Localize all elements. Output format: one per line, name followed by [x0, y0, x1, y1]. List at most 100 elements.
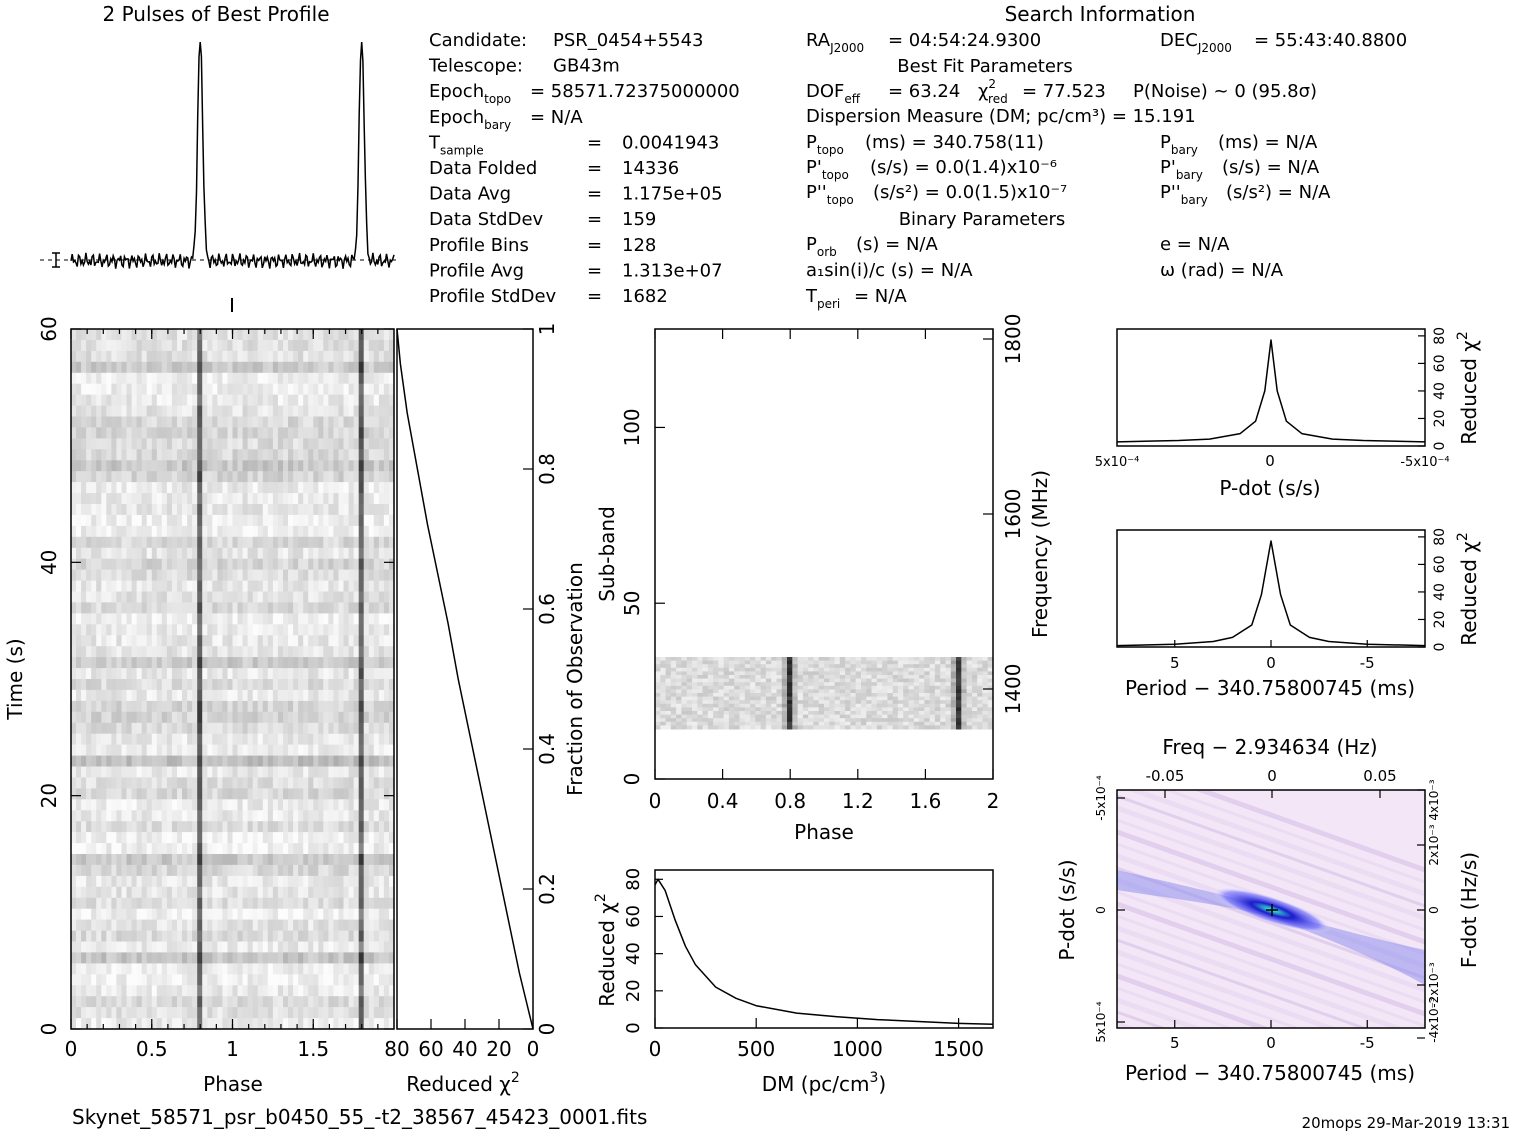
tp-cell	[368, 897, 375, 910]
tp-cell	[262, 547, 269, 560]
tp-cell	[308, 339, 314, 352]
tp-cell	[121, 657, 127, 669]
tp-cell	[207, 854, 213, 866]
sb-cell	[982, 667, 989, 672]
tp-cell	[308, 843, 314, 855]
tp-cell	[348, 471, 355, 483]
tp-cell	[202, 525, 208, 538]
info-label-9: Profile Avg	[429, 260, 524, 281]
tp-cell	[358, 416, 365, 428]
tp-cell	[222, 372, 228, 385]
tp-cell	[378, 700, 385, 713]
tp-cell	[146, 547, 153, 560]
tp-cell	[192, 766, 198, 778]
tp-cell	[383, 700, 390, 713]
sb-cell	[876, 693, 883, 698]
tp-cell	[177, 733, 183, 746]
tp-cell	[313, 919, 319, 931]
sb-cell	[861, 689, 867, 694]
tp-cell	[171, 974, 178, 986]
tp-cell	[116, 810, 122, 822]
tp-cell	[247, 875, 254, 888]
tp-cell	[156, 919, 163, 931]
tp-cell	[298, 996, 304, 1008]
tp-cell	[166, 635, 173, 647]
tp-cell	[71, 438, 77, 450]
tp-cell	[237, 657, 243, 669]
tp-cell	[171, 525, 178, 538]
tp-cell	[227, 657, 233, 669]
tp-cell	[171, 493, 178, 505]
tp-cell	[156, 416, 163, 428]
tp-cell	[277, 547, 284, 560]
tp-cell	[151, 329, 158, 341]
tp-cell	[262, 864, 269, 877]
tp-cell	[166, 613, 173, 625]
tp-cell	[161, 482, 168, 494]
tp-cell	[313, 689, 319, 702]
tp-cell	[389, 394, 395, 406]
tp-cell	[156, 580, 163, 592]
sb-cell	[792, 667, 799, 672]
sb-cell	[713, 678, 719, 683]
tp-cell	[257, 383, 264, 396]
tp-cell	[217, 580, 223, 592]
sb-cell	[802, 667, 809, 672]
sb-cell	[929, 682, 936, 687]
sb-cell	[834, 682, 841, 687]
tp-cell	[267, 744, 274, 756]
tp-cell	[192, 569, 198, 581]
tp-cell	[283, 405, 289, 417]
tp-cell	[272, 536, 279, 549]
sb-cell	[892, 682, 899, 687]
tp-cell	[363, 405, 370, 417]
tp-cell	[126, 810, 132, 822]
tp-cell	[227, 613, 233, 625]
tp-cell	[283, 919, 289, 931]
tp-cell	[348, 854, 355, 866]
tp-cell	[146, 635, 153, 647]
sb-cell	[718, 700, 725, 705]
tp-cell	[177, 821, 183, 833]
sb-cell	[913, 696, 920, 701]
tp-cell	[373, 449, 380, 461]
tp-cell	[333, 711, 339, 724]
tp-cell	[76, 329, 82, 341]
sb-cell	[734, 671, 740, 676]
tp-cell	[212, 952, 218, 964]
sb-cell	[797, 678, 804, 683]
tp-cell	[318, 766, 324, 778]
porb-label: Porb	[806, 234, 837, 259]
tp-cell	[106, 339, 112, 352]
sb-cell	[876, 664, 883, 669]
tp-cell	[283, 536, 289, 549]
sb-cell	[824, 664, 830, 669]
tp-cell	[277, 700, 284, 713]
tp-cell	[252, 996, 259, 1008]
tp-cell	[277, 646, 284, 658]
tp-cell	[217, 854, 223, 866]
sb-cell	[681, 689, 688, 694]
sb-cell	[987, 660, 994, 665]
tp-cell	[131, 864, 138, 877]
tp-cell	[333, 646, 339, 658]
time-phase-ylabel: Time (s)	[3, 638, 27, 720]
tp-cell	[86, 843, 92, 855]
tp-cell	[267, 383, 274, 396]
tp-cell	[378, 416, 385, 428]
tp-cell	[303, 471, 309, 483]
tp-cell	[111, 766, 117, 778]
tp-cell	[192, 646, 198, 658]
tp-cell	[192, 777, 198, 789]
tp-cell	[106, 974, 112, 986]
sb-cell	[919, 675, 925, 680]
tp-cell	[242, 438, 249, 450]
sb-cell	[818, 696, 825, 701]
sb-cell	[739, 689, 746, 694]
tp-cell	[318, 547, 324, 560]
tp-cell	[237, 886, 243, 899]
tp-cell	[323, 1007, 329, 1019]
sb-cell	[792, 657, 799, 662]
sb-cell	[744, 696, 751, 701]
tp-cell	[182, 744, 188, 756]
